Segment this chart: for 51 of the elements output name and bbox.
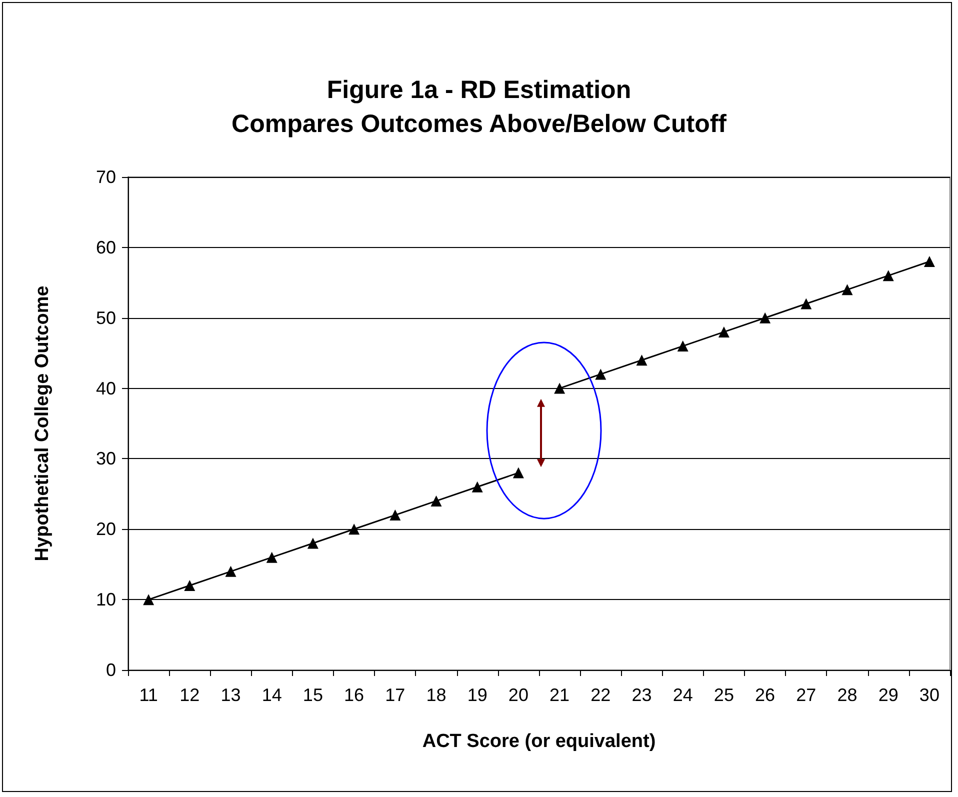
y-tick-label: 10	[96, 590, 116, 610]
x-tick-label: 25	[714, 685, 734, 705]
x-tick-label: 30	[919, 685, 940, 705]
point	[225, 566, 236, 577]
point	[266, 552, 278, 563]
point	[430, 495, 442, 506]
point	[718, 326, 730, 338]
point	[472, 481, 483, 492]
point	[636, 354, 648, 366]
x-tick-label: 15	[302, 685, 323, 705]
point	[760, 312, 771, 324]
point	[595, 368, 606, 380]
point	[882, 270, 894, 282]
x-tick-label: 23	[632, 685, 652, 705]
x-tick-label: 16	[344, 685, 364, 705]
point	[842, 284, 853, 296]
x-tick-label: 21	[550, 685, 570, 705]
y-tick-label: 70	[96, 167, 116, 187]
y-tick-label: 50	[96, 308, 116, 328]
x-tick-label: 24	[672, 685, 693, 705]
point	[924, 256, 935, 268]
x-axis-title: ACT Score (or equivalent)	[422, 731, 656, 752]
point	[348, 524, 360, 535]
x-tick-label: 28	[837, 685, 858, 705]
x-tick-label: 27	[796, 685, 816, 705]
y-tick-label: 20	[96, 519, 116, 540]
x-tick-label: 19	[467, 685, 488, 705]
point	[184, 580, 196, 591]
point	[800, 298, 812, 310]
chart-title: Figure 1a - RD Estimation Compares Outcomes Above/Below Cutoff	[232, 76, 728, 138]
point	[143, 594, 154, 606]
x-tick-label: 14	[262, 685, 282, 705]
x-tick-label: 20	[508, 685, 528, 705]
y-tick-label: 0	[106, 660, 116, 680]
x-tick-label: 11	[139, 685, 158, 705]
y-tick-label: 40	[96, 378, 116, 398]
point	[307, 538, 318, 549]
point	[512, 467, 524, 478]
x-tick-label: 22	[590, 685, 611, 705]
point	[390, 510, 401, 521]
y-axis-title: Hypothetical College Outcome	[32, 286, 53, 562]
y-tick-label: 30	[96, 448, 116, 469]
x-tick-label: 13	[220, 685, 241, 705]
x-tick-label: 12	[180, 685, 200, 705]
point	[554, 382, 566, 394]
y-tick-label: 60	[96, 237, 116, 258]
x-tick-label: 29	[878, 685, 898, 705]
point	[677, 340, 688, 352]
x-tick-label: 17	[385, 685, 406, 705]
x-tick-label: 18	[426, 685, 446, 705]
x-tick-label: 26	[755, 685, 776, 705]
